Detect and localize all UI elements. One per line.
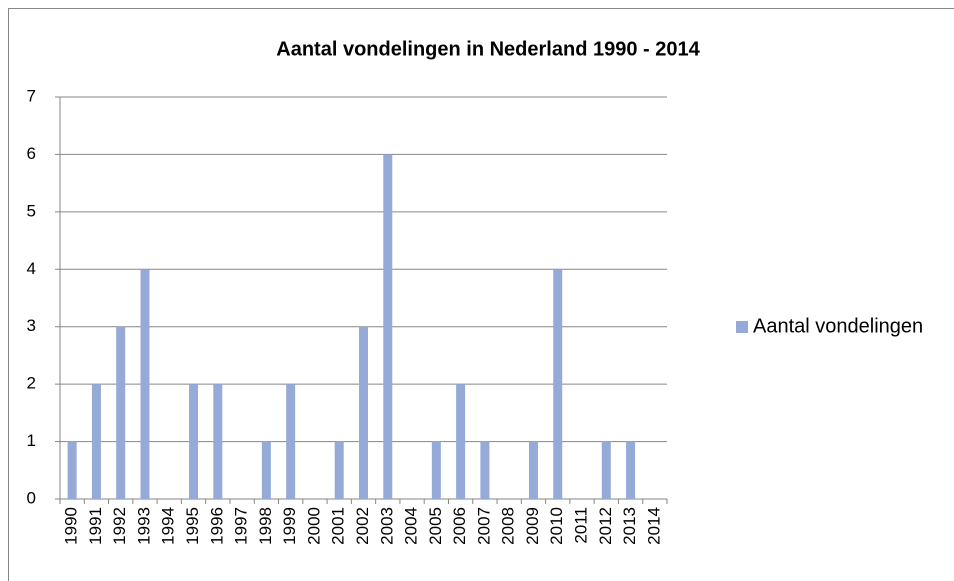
- x-tick-label: 2001: [329, 507, 348, 545]
- bar: [213, 384, 223, 499]
- bar: [383, 154, 393, 499]
- x-tick-label: 1997: [232, 507, 251, 545]
- bar: [601, 441, 611, 499]
- y-tick-label: 4: [27, 259, 36, 278]
- bar: [286, 384, 296, 499]
- y-tick-label: 1: [27, 431, 36, 450]
- x-tick-label: 2002: [353, 507, 372, 545]
- x-tick-label: 2004: [402, 507, 421, 545]
- x-tick-label: 1999: [280, 507, 299, 545]
- legend-swatch: [736, 321, 748, 333]
- bar: [553, 269, 563, 499]
- y-tick-label: 7: [27, 86, 36, 105]
- x-tick-label: 2003: [377, 507, 396, 545]
- bar: [261, 441, 271, 499]
- bar: [528, 441, 538, 499]
- x-tick-label: 2007: [474, 507, 493, 545]
- x-tick-label: 1990: [62, 507, 81, 545]
- bar: [67, 441, 77, 499]
- chart-frame: [8, 8, 954, 581]
- x-tick-label: 1996: [207, 507, 226, 545]
- y-tick-label: 5: [27, 201, 36, 220]
- x-tick-label: 2010: [547, 507, 566, 545]
- x-tick-label: 2000: [304, 507, 323, 545]
- bar: [116, 326, 126, 499]
- x-tick-label: 1991: [86, 507, 105, 545]
- x-tick-label: 2009: [523, 507, 542, 545]
- y-tick-label: 6: [27, 144, 36, 163]
- x-tick-label: 2014: [644, 507, 663, 545]
- x-tick-label: 1993: [134, 507, 153, 545]
- bar: [456, 384, 466, 499]
- bar: [359, 326, 368, 499]
- x-tick-label: 2005: [426, 507, 445, 545]
- chart-title: Aantal vondelingen in Nederland 1990 - 2…: [276, 38, 700, 60]
- x-tick-label: 1998: [256, 507, 275, 545]
- x-tick-label: 2013: [620, 507, 639, 545]
- x-tick-label: 2008: [499, 507, 518, 545]
- bar: [431, 441, 441, 499]
- x-tick-label: 2011: [572, 507, 591, 544]
- bar: [140, 269, 150, 499]
- y-tick-label: 2: [27, 374, 36, 393]
- bar: [189, 384, 199, 499]
- y-tick-label: 3: [27, 316, 36, 335]
- x-tick-label: 1992: [110, 507, 129, 545]
- bar: [91, 384, 101, 499]
- x-tick-label: 2012: [596, 507, 615, 545]
- bar: [480, 441, 490, 499]
- bar: [626, 441, 636, 499]
- y-tick-label: 0: [27, 488, 36, 507]
- x-tick-label: 1994: [159, 507, 178, 545]
- x-tick-label: 2006: [450, 507, 469, 545]
- bar: [334, 441, 344, 499]
- x-tick-label: 1995: [183, 507, 202, 545]
- legend-label: Aantal vondelingen: [753, 315, 923, 337]
